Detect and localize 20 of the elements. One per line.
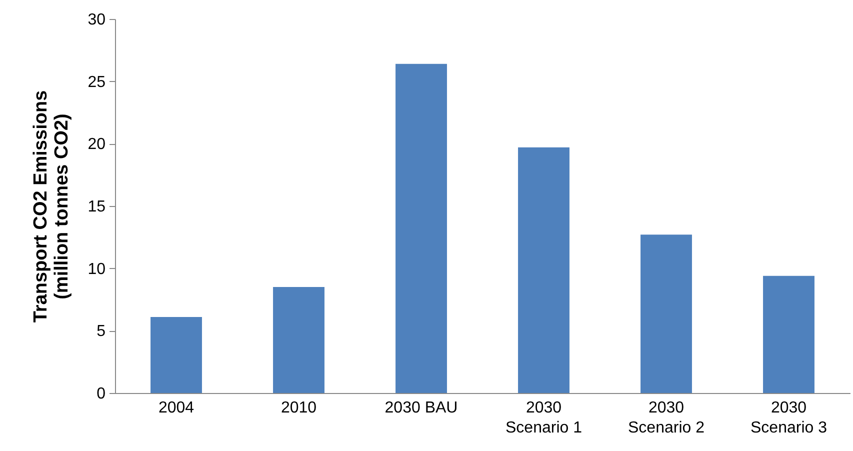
- x-tick-label: 2030 Scenario 3: [750, 400, 828, 436]
- x-tick-label: 2004: [158, 400, 194, 416]
- bar: [640, 234, 692, 393]
- bar: [763, 276, 814, 393]
- bar: [273, 287, 324, 393]
- x-tick-label: 2030 BAU: [384, 400, 458, 416]
- y-tick-label: 15: [88, 198, 106, 216]
- y-tick-label: 5: [96, 323, 106, 340]
- bar: [518, 147, 570, 393]
- y-tick-label: 0: [96, 386, 106, 402]
- x-tick-label: 2010: [280, 400, 317, 416]
- x-tick-label: 2030 Scenario 2: [628, 400, 705, 436]
- bar: [396, 64, 447, 393]
- y-tick-label: 30: [88, 12, 106, 28]
- y-tick-label: 10: [88, 260, 106, 278]
- y-tick-label: 25: [88, 74, 106, 91]
- x-tick-label: 2030 Scenario 1: [506, 400, 582, 436]
- y-axis-title: Transport CO2 Emissions (million tonnes CO2): [30, 90, 73, 323]
- bar: [150, 316, 202, 393]
- y-tick-label: 20: [88, 136, 106, 154]
